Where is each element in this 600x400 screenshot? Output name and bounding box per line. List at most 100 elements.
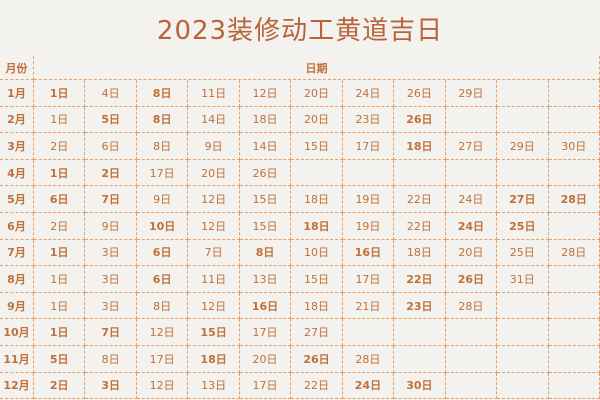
day-cell	[445, 159, 498, 187]
day-cell: 9日	[188, 133, 240, 160]
day-cell: 26日	[291, 346, 343, 373]
title: 2023装修动工黄道吉日	[156, 16, 444, 46]
day-cell: 10日	[291, 239, 343, 267]
header-days: 日期	[34, 56, 600, 80]
day-cell: 12日	[136, 319, 189, 346]
day-cell: 12日	[188, 213, 240, 240]
day-cell: 1日	[34, 80, 86, 107]
day-cell: 8日	[239, 239, 292, 267]
day-cell: 11日	[188, 266, 240, 293]
day-cell	[497, 319, 549, 346]
day-cell: 28日	[548, 186, 600, 213]
day-cell: 23日	[394, 292, 446, 320]
day-cell	[548, 159, 600, 187]
month-cell: 11月	[0, 346, 34, 373]
day-cell	[497, 159, 549, 187]
day-cell: 31日	[497, 266, 549, 293]
day-cell: 27日	[445, 133, 498, 160]
day-cell: 2日	[85, 159, 137, 187]
day-cell: 13日	[188, 372, 240, 400]
month-cell: 4月	[0, 159, 34, 187]
day-cell: 28日	[548, 239, 600, 267]
day-cell: 17日	[342, 133, 395, 160]
day-cell: 6日	[136, 239, 189, 267]
day-cell	[548, 80, 600, 107]
day-cell: 16日	[239, 292, 292, 320]
day-cell: 15日	[239, 186, 292, 213]
day-cell: 8日	[85, 346, 137, 373]
day-cell: 14日	[188, 106, 240, 134]
day-cell: 28日	[342, 346, 395, 373]
day-cell: 24日	[445, 186, 498, 213]
day-cell	[445, 106, 498, 134]
month-cell: 7月	[0, 239, 34, 267]
day-cell	[445, 372, 498, 400]
day-cell: 21日	[342, 292, 395, 320]
day-cell: 18日	[394, 133, 446, 160]
day-cell: 9日	[136, 186, 189, 213]
day-cell: 5日	[85, 106, 137, 134]
month-cell: 6月	[0, 213, 34, 240]
day-cell: 30日	[548, 133, 600, 160]
day-cell: 13日	[239, 266, 292, 293]
month-cell: 9月	[0, 292, 34, 320]
day-cell: 22日	[394, 213, 446, 240]
day-cell: 22日	[291, 372, 343, 400]
day-cell: 26日	[394, 80, 446, 107]
day-cell: 1日	[34, 159, 86, 187]
day-cell: 30日	[394, 372, 446, 400]
day-cell: 19日	[342, 186, 395, 213]
day-cell	[497, 292, 549, 320]
day-cell	[445, 319, 498, 346]
day-cell: 23日	[342, 106, 395, 134]
day-cell: 6日	[34, 186, 86, 213]
day-cell: 2日	[34, 213, 86, 240]
day-cell	[342, 319, 395, 346]
day-cell: 20日	[239, 346, 292, 373]
month-cell: 12月	[0, 372, 34, 400]
day-cell: 18日	[394, 239, 446, 267]
day-cell: 27日	[291, 319, 343, 346]
day-cell: 26日	[445, 266, 498, 293]
day-cell: 2日	[34, 372, 86, 400]
day-cell: 26日	[239, 159, 292, 187]
day-cell: 12日	[136, 372, 189, 400]
day-cell: 7日	[85, 319, 137, 346]
day-cell: 15日	[291, 266, 343, 293]
month-cell: 2月	[0, 106, 34, 134]
day-cell: 8日	[136, 133, 189, 160]
day-cell	[291, 159, 343, 187]
day-cell	[497, 346, 549, 373]
day-cell: 27日	[497, 186, 549, 213]
month-cell: 5月	[0, 186, 34, 213]
day-cell	[445, 346, 498, 373]
day-cell: 2日	[34, 133, 86, 160]
day-cell	[497, 80, 549, 107]
day-cell: 20日	[291, 106, 343, 134]
day-cell	[548, 319, 600, 346]
day-cell: 18日	[291, 186, 343, 213]
day-cell: 11日	[188, 80, 240, 107]
day-cell: 7日	[188, 239, 240, 267]
day-cell: 6日	[136, 266, 189, 293]
day-cell	[548, 106, 600, 134]
day-cell: 5日	[34, 346, 86, 373]
month-cell: 1月	[0, 80, 34, 107]
day-cell: 3日	[85, 292, 137, 320]
day-cell: 25日	[497, 239, 549, 267]
day-cell: 1日	[34, 319, 86, 346]
day-cell: 8日	[136, 106, 189, 134]
day-cell: 17日	[239, 319, 292, 346]
day-cell: 20日	[445, 239, 498, 267]
day-cell: 24日	[342, 372, 395, 400]
day-cell: 17日	[239, 372, 292, 400]
day-cell: 22日	[394, 186, 446, 213]
day-cell: 10日	[136, 213, 189, 240]
day-cell: 26日	[394, 106, 446, 134]
day-cell: 17日	[136, 346, 189, 373]
day-cell	[548, 372, 600, 400]
day-cell: 3日	[85, 372, 137, 400]
day-cell: 18日	[239, 106, 292, 134]
day-cell: 12日	[188, 186, 240, 213]
day-cell	[394, 159, 446, 187]
